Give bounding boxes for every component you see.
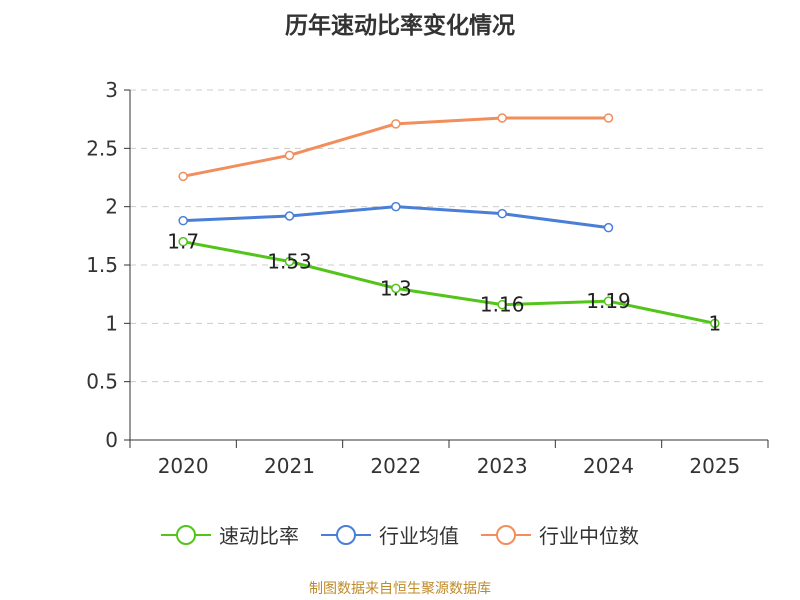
data-point xyxy=(603,222,614,233)
data-point xyxy=(497,208,507,219)
y-tick-label: 1.5 xyxy=(86,253,118,277)
data-point xyxy=(391,119,401,129)
data-label: 1.7 xyxy=(167,230,199,254)
y-tick-label: 2.5 xyxy=(86,136,118,160)
x-tick-label: 2023 xyxy=(477,454,528,478)
data-point xyxy=(497,299,507,310)
data-point xyxy=(178,215,188,226)
x-tick-label: 2022 xyxy=(370,454,421,478)
legend-marker-industry-median xyxy=(481,524,531,545)
x-tick-label: 2025 xyxy=(689,454,740,478)
legend-label-industry-mean: 行业均值 xyxy=(379,524,459,548)
data-label: 1.53 xyxy=(267,250,312,274)
data-point xyxy=(710,318,720,329)
legend-label-quick-ratio: 速动比率 xyxy=(219,524,299,548)
legend-label-industry-median: 行业中位数 xyxy=(539,524,639,548)
data-point xyxy=(178,236,188,247)
legend-marker-quick-ratio xyxy=(161,524,211,545)
y-tick-label: 2 xyxy=(105,195,118,219)
legend: 速动比率 行业均值 行业中位数 xyxy=(0,520,800,549)
data-point xyxy=(178,171,188,182)
data-label: 1.16 xyxy=(480,293,525,317)
y-tick-label: 3 xyxy=(105,78,118,102)
data-label: 1.3 xyxy=(380,276,412,300)
data-point xyxy=(603,296,614,306)
legend-marker-industry-mean xyxy=(321,524,371,545)
data-label: 1 xyxy=(708,311,721,335)
series-line xyxy=(181,240,717,325)
data-point xyxy=(284,256,295,267)
legend-item-quick-ratio[interactable]: 速动比率 xyxy=(161,520,299,549)
data-point xyxy=(391,201,401,212)
y-tick-label: 1 xyxy=(105,311,118,335)
legend-item-industry-median[interactable]: 行业中位数 xyxy=(481,520,639,549)
chart-title: 历年速动比率变化情况 xyxy=(285,13,515,39)
x-tick-label: 2024 xyxy=(583,454,634,478)
data-point xyxy=(284,150,295,161)
data-point xyxy=(603,113,614,123)
data-point xyxy=(391,283,401,294)
data-point xyxy=(284,211,295,221)
source-note: 制图数据来自恒生聚源数据库 xyxy=(309,581,491,597)
y-tick-label: 0.5 xyxy=(86,370,118,394)
legend-item-industry-mean[interactable]: 行业均值 xyxy=(321,520,459,549)
x-tick-label: 2020 xyxy=(158,454,209,478)
data-point xyxy=(497,113,507,123)
data-label: 1.19 xyxy=(586,289,631,313)
x-tick-label: 2021 xyxy=(264,454,315,478)
y-tick-label: 0 xyxy=(105,428,118,452)
